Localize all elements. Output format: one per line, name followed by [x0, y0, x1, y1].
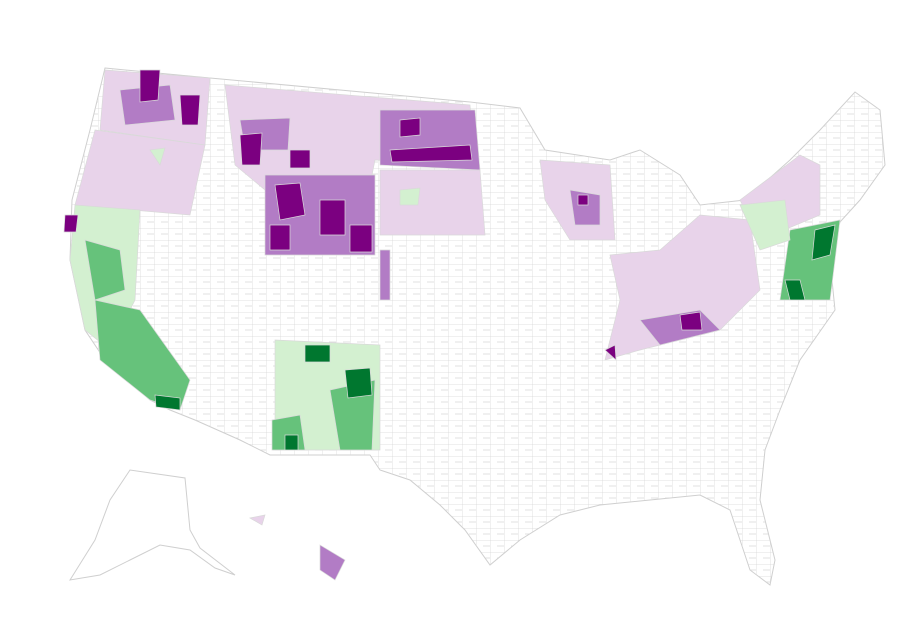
county-region [63, 214, 79, 233]
county-region [304, 344, 331, 363]
county-region [379, 169, 486, 236]
regions [63, 69, 841, 581]
county-region [604, 344, 617, 361]
alaska-outline [68, 469, 236, 581]
county-region [811, 224, 836, 261]
county-region [349, 224, 373, 253]
county-region [274, 182, 306, 221]
county-region [154, 394, 181, 411]
county-region [139, 69, 161, 103]
county-region [249, 514, 266, 526]
county-region [399, 117, 421, 138]
county-region [577, 194, 589, 206]
county-region [84, 239, 126, 301]
county-region [284, 434, 299, 451]
county-region [239, 132, 263, 166]
county-region [319, 544, 346, 581]
county-region [269, 224, 291, 251]
county-region [179, 94, 201, 126]
county-region [739, 199, 791, 251]
county-region [679, 311, 703, 331]
county-region [289, 149, 311, 169]
county-region [569, 189, 601, 226]
county-region [379, 249, 391, 301]
county-region [784, 279, 806, 301]
county-region [149, 147, 166, 166]
county-region [344, 367, 373, 399]
county-region [399, 187, 421, 206]
county-region [389, 144, 473, 163]
county-region [74, 129, 206, 216]
county-region [319, 199, 346, 236]
